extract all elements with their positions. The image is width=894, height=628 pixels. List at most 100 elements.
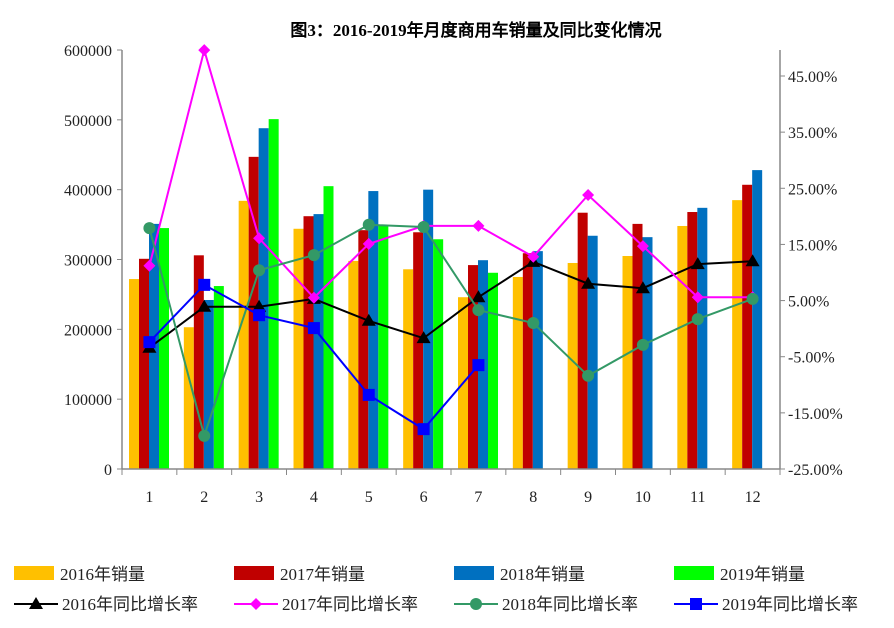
bar-2019年销量-3: [268, 119, 279, 469]
point-2018年同比增长率-7: [472, 304, 485, 317]
point-2017年同比增长率-1: [143, 259, 156, 272]
legend-item: 2019年销量: [674, 560, 805, 585]
legend-marker-icon: [250, 597, 262, 610]
line-2017年同比增长率: [148, 46, 753, 300]
point-2018年同比增长率-9: [582, 369, 595, 382]
point-2017年同比增长率-10: [636, 240, 649, 253]
bar-2016年销量-9: [567, 262, 578, 469]
point-2019年同比增长率-3: [253, 309, 266, 322]
legend-line-diamond-icon: [234, 596, 278, 610]
y2-tick-label: -5.00%: [788, 350, 835, 367]
bar-2018年销量-11: [697, 207, 708, 469]
bar-2018年销量-6: [423, 189, 434, 469]
point-2016年同比增长率-3: [252, 299, 267, 312]
x-tick-label: 2: [200, 489, 208, 506]
legend-label: 2018年销量: [500, 565, 585, 584]
x-tick-label: 9: [584, 489, 592, 506]
legend-line-circle-icon: [454, 596, 498, 610]
bar-2018年销量-5: [368, 191, 379, 469]
bar-2016年销量-2: [183, 327, 194, 469]
point-2017年同比增长率-4: [307, 291, 320, 304]
legend-item: 2018年同比增长率: [454, 590, 638, 615]
bar-2017年销量-6: [413, 232, 424, 469]
bar-2017年销量-12: [742, 184, 753, 470]
point-2016年同比增长率-2: [197, 299, 212, 312]
y-tick-label: 100000: [64, 392, 112, 409]
bar-2017年销量-8: [522, 253, 533, 469]
y-tick-label: 200000: [64, 322, 112, 339]
y2-tick-label: 25.00%: [788, 181, 837, 198]
bar-2017年销量-2: [193, 255, 204, 469]
bar-2017年销量-5: [358, 230, 369, 469]
x-tick-label: 7: [474, 489, 482, 506]
legend-label: 2017年同比增长率: [282, 595, 418, 614]
legend-item: 2017年销量: [234, 560, 365, 585]
bar-2016年销量-8: [512, 276, 523, 469]
point-2018年同比增长率-10: [636, 338, 649, 351]
bar-2016年销量-6: [403, 269, 414, 469]
point-2017年同比增长率-3: [253, 232, 266, 245]
legend-item: 2018年销量: [454, 560, 585, 585]
bar-2018年销量-12: [752, 170, 763, 469]
legend-swatch: [14, 565, 54, 580]
y2-tick-label: 35.00%: [788, 125, 837, 142]
bar-2018年销量-9: [587, 235, 598, 469]
x-tick-label: 1: [145, 489, 153, 506]
bar-2017年销量-11: [687, 212, 698, 469]
point-2018年同比增长率-1: [143, 222, 156, 235]
legend-item: 2016年同比增长率: [14, 590, 198, 615]
legend-label: 2019年同比增长率: [722, 595, 858, 614]
point-2019年同比增长率-5: [362, 388, 375, 401]
line-2016年同比增长率: [148, 260, 753, 349]
point-2016年同比增长率-9: [581, 276, 596, 289]
y-tick-label: 0: [104, 462, 112, 479]
y-tick-label: 400000: [64, 183, 112, 200]
point-2019年同比增长率-6: [417, 423, 430, 436]
point-2017年同比增长率-2: [198, 44, 211, 57]
bar-2019年销量-4: [323, 186, 334, 470]
bar-2018年销量-2: [203, 300, 214, 469]
x-tick-label: 6: [420, 489, 428, 506]
legend-label: 2018年同比增长率: [502, 595, 638, 614]
y2-tick-label: 15.00%: [788, 237, 837, 254]
point-2017年同比增长率-7: [472, 219, 485, 232]
legend-label: 2016年同比增长率: [62, 595, 198, 614]
point-2018年同比增长率-11: [691, 313, 704, 326]
point-2018年同比增长率-6: [417, 221, 430, 234]
legend-item: 2017年同比增长率: [234, 590, 418, 615]
bar-2019年销量-7: [488, 272, 498, 469]
legend-label: 2019年销量: [720, 565, 805, 584]
bar-2018年销量-8: [532, 251, 543, 469]
bar-2017年销量-9: [577, 212, 588, 469]
point-2016年同比增长率-7: [471, 290, 486, 303]
x-tick-label: 11: [690, 489, 705, 506]
point-2016年同比增长率-11: [690, 257, 705, 270]
y-tick-label: 600000: [64, 43, 112, 60]
bar-2019年销量-1: [159, 228, 169, 469]
y2-tick-label: -25.00%: [788, 462, 843, 479]
point-2018年同比增长率-12: [746, 292, 759, 305]
point-2016年同比增长率-5: [361, 313, 376, 326]
point-2016年同比增长率-12: [745, 254, 760, 267]
y2-tick-label: 45.00%: [788, 69, 837, 86]
line-2018年同比增长率: [148, 223, 753, 440]
legend-label: 2016年销量: [60, 565, 145, 584]
point-2019年同比增长率-7: [472, 359, 485, 372]
x-tick-label: 4: [310, 489, 318, 506]
legend-item: 2019年同比增长率: [674, 590, 858, 615]
point-2018年同比增长率-2: [198, 429, 211, 442]
chart-title: 图3：2016-2019年月度商用车销量及同比变化情况: [290, 20, 661, 40]
bar-2016年销量-10: [622, 256, 633, 469]
x-tick-label: 3: [255, 489, 263, 506]
point-2017年同比增长率-9: [582, 189, 595, 202]
point-2018年同比增长率-5: [362, 218, 375, 231]
bar-2019年销量-6: [433, 239, 444, 469]
bar-2019年销量-5: [378, 225, 389, 469]
legend-marker-icon: [470, 597, 482, 610]
point-2018年同比增长率-8: [527, 317, 540, 330]
bar-2016年销量-4: [293, 228, 304, 469]
point-2017年同比增长率-11: [691, 291, 704, 304]
bar-2016年销量-11: [677, 225, 688, 469]
bar-2019年销量-2: [213, 286, 224, 469]
